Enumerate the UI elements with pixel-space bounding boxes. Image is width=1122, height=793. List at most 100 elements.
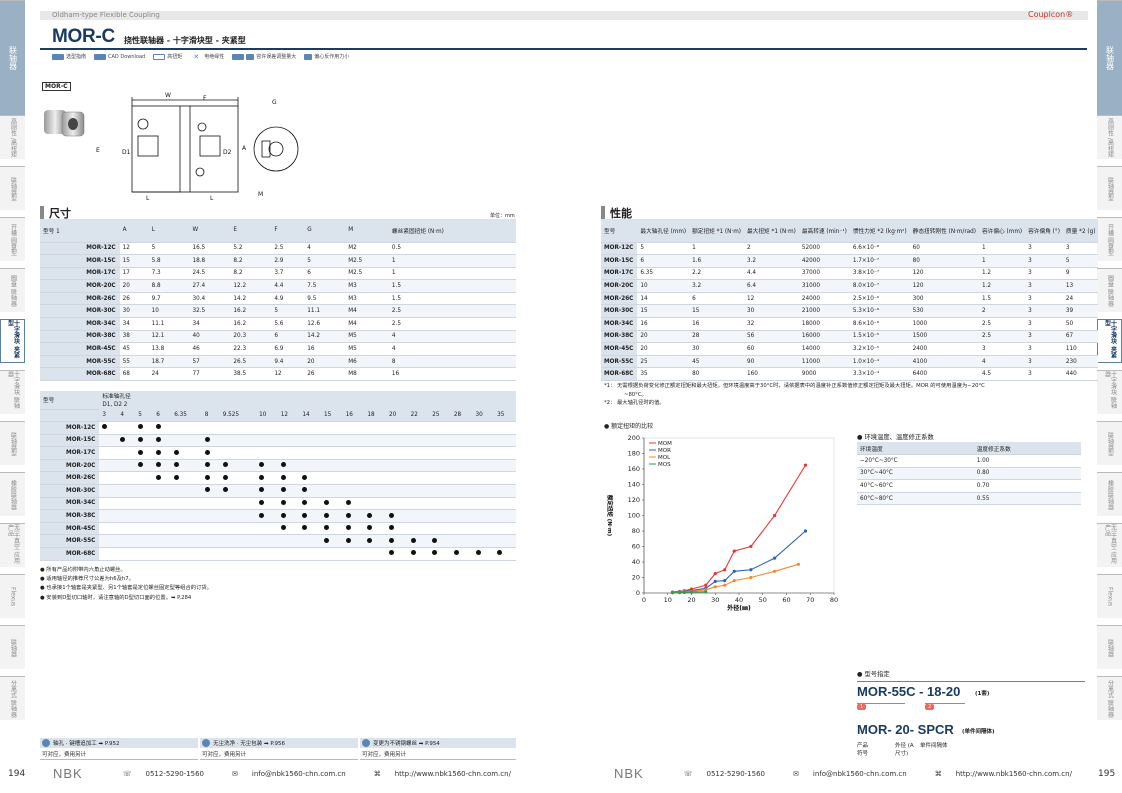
- sidebar-tab[interactable]: 联轴器: [1097, 625, 1122, 669]
- model-cell: MOR-15C: [40, 434, 100, 448]
- available-dot: [302, 487, 308, 493]
- link-box-machining[interactable]: 轴孔 · 键槽追加工 ➡ P.952 可对应，费用另计: [40, 738, 198, 761]
- table-cell: 2: [979, 304, 1026, 319]
- table-cell: 4: [388, 330, 516, 344]
- bore-cell: [321, 471, 343, 486]
- nbk-logo: NBK: [53, 766, 83, 781]
- x-axis-label: 外径(㎜): [726, 604, 751, 612]
- bore-cell: [385, 434, 408, 448]
- bore-cell: [153, 459, 172, 473]
- sidebar-tab[interactable]: 联轴器: [0, 0, 25, 115]
- table-cell: 16: [637, 317, 690, 331]
- table-cell: 30: [119, 304, 149, 319]
- table-cell: 39: [1062, 304, 1099, 319]
- note-line: *2： 最大轴孔径时的值。: [604, 400, 665, 406]
- link-title[interactable]: 轴孔 · 键槽追加工 ➡ P.952: [53, 741, 120, 747]
- available-dot: [204, 462, 210, 468]
- sidebar-tab[interactable]: 高刚性 /高扭矩: [1097, 115, 1122, 159]
- link-box-screw[interactable]: 变更为不锈钢螺丝 ➡ P.954 可对应，费用另计: [360, 738, 516, 761]
- icon-label[interactable]: CAD Download: [108, 53, 146, 60]
- available-dot: [302, 499, 308, 505]
- sidebar-tab[interactable]: 开槽 圆盘型: [0, 217, 25, 261]
- table-cell: 5: [148, 242, 190, 256]
- sidebar-tab[interactable]: 联轴器: [1097, 0, 1122, 115]
- sidebar-tab[interactable]: 十字滑块 夹紧型: [0, 319, 25, 363]
- table-cell: 1.7×10⁻⁷: [849, 254, 910, 268]
- bore-cell: [99, 522, 118, 536]
- table-cell: 52000: [798, 242, 850, 256]
- sidebar-tab[interactable]: 橡胶联轴器: [0, 472, 25, 516]
- table-row: MOR-68C: [40, 547, 516, 561]
- link-title[interactable]: 无尘洗净 · 无尘包装 ➡ P.956: [213, 741, 286, 747]
- table-cell: 90: [743, 355, 799, 369]
- selection-guide-icon[interactable]: [52, 53, 64, 60]
- bore-cell: [99, 459, 118, 473]
- footer-email[interactable]: info@nbk1560-chn.com.cn: [251, 769, 346, 778]
- table-cell: 4: [388, 342, 516, 356]
- sidebar-tab[interactable]: 圆盘 联轴器: [1097, 268, 1122, 312]
- data-point: [732, 579, 736, 583]
- table-cell: 8.2: [230, 267, 272, 281]
- sidebar-tab[interactable]: 分离式 联轴器: [1097, 676, 1122, 720]
- bore-cell: [321, 497, 343, 511]
- bore-cell: [472, 509, 495, 523]
- temp-head: 温度修正系数: [973, 442, 1081, 456]
- bore-cell: [429, 547, 451, 561]
- sidebar-tab[interactable]: 圆盘 联轴器: [0, 268, 25, 312]
- sidebar-tab[interactable]: Flexus: [1097, 574, 1122, 618]
- footer-web[interactable]: http://www.nbk1560-chn.com.cn/: [394, 769, 511, 778]
- bore-cell: [99, 547, 118, 561]
- sidebar-tab[interactable]: 开槽 圆盘型: [1097, 217, 1122, 261]
- sidebar-tab[interactable]: 联轴器型: [1097, 421, 1122, 465]
- link-title[interactable]: 变更为不锈钢螺丝 ➡ P.954: [373, 741, 440, 747]
- bore-cell: [385, 446, 408, 460]
- table-row: MOR-15C 15 5.8 18.8 8.2 2.9 5 M2.5 1: [40, 254, 516, 268]
- table-row: MOR-68C 68 24 77 38.5 12 26 M8 16: [40, 367, 516, 382]
- sidebar-tab[interactable]: 十字滑块 夹紧型: [1097, 319, 1122, 363]
- sidebar-tab[interactable]: 橡胶联轴器: [1097, 472, 1122, 516]
- link-box-cleaning[interactable]: 无尘洗净 · 无尘包装 ➡ P.956 可对应，费用另计: [200, 738, 358, 761]
- table-row: MOR-30C 15 15 30 21000 5.3×10⁻⁶ 530 2 3 39: [601, 304, 1099, 319]
- table-cell: M4: [345, 304, 389, 319]
- note-line[interactable]: ● 安装到D型切口轴时，请注意轴的D型切口面的位置。➡ P.284: [40, 594, 192, 601]
- bore-size-cell: 4: [117, 409, 136, 423]
- table-cell: 3.7: [271, 267, 305, 281]
- y-axis-label: 额定扭矩 (N·m): [606, 495, 614, 537]
- sidebar-tab[interactable]: 十字滑块 联轴器: [1097, 370, 1122, 414]
- sidebar-tab[interactable]: 联轴器: [0, 625, 25, 669]
- dim-label: L: [146, 195, 150, 202]
- sidebar-tab[interactable]: Flexus: [0, 574, 25, 618]
- data-point: [713, 585, 717, 589]
- sidebar-tab[interactable]: 无尘·真空 应用产品: [1097, 523, 1122, 567]
- footer-email[interactable]: info@nbk1560-chn.com.cn: [812, 769, 907, 778]
- footer-web[interactable]: http://www.nbk1560-chn.com.cn/: [955, 769, 1072, 778]
- bore-cell: [219, 534, 257, 549]
- icon-label: 容许误差调整量大: [256, 54, 297, 60]
- dim-label: D2: [223, 149, 232, 156]
- cad-download-icon[interactable]: [94, 53, 107, 60]
- bore-cell: [135, 534, 154, 549]
- sidebar-tab[interactable]: 联轴器型: [0, 421, 25, 465]
- available-dot: [259, 474, 265, 480]
- bore-cell: [99, 534, 118, 549]
- bore-cell: [364, 547, 386, 561]
- sidebar-tab[interactable]: 无尘·真空 应用产品: [0, 523, 25, 567]
- bore-cell: [171, 547, 202, 561]
- bore-cell: [117, 497, 136, 511]
- bore-cell: [277, 534, 300, 549]
- model-cell: MOR-55C: [601, 355, 638, 369]
- sidebar-tab[interactable]: 高刚性 /高扭矩: [0, 115, 25, 159]
- available-dot: [367, 525, 373, 531]
- sidebar-tab[interactable]: 十字滑块 联轴器: [0, 370, 25, 414]
- bore-size-cell: 6.35: [171, 409, 202, 423]
- sidebar-tab-label: 橡胶联轴器: [1106, 479, 1114, 510]
- model-cell: MOR-17C: [40, 267, 120, 281]
- sidebar-tab[interactable]: 分离式 联轴器: [0, 676, 25, 720]
- sidebar-tab[interactable]: 联轴器型: [1097, 166, 1122, 210]
- bore-cell: [99, 434, 118, 448]
- note-line: *1： 无需根据负荷变化修正额定扭矩和最大扭矩。但环境温度高于30°C时，请依据…: [604, 383, 985, 389]
- sidebar-tab[interactable]: 联轴器型: [0, 166, 25, 210]
- bore-cell: [299, 459, 322, 473]
- bore-cell: [135, 434, 154, 448]
- bore-cell: [256, 459, 278, 473]
